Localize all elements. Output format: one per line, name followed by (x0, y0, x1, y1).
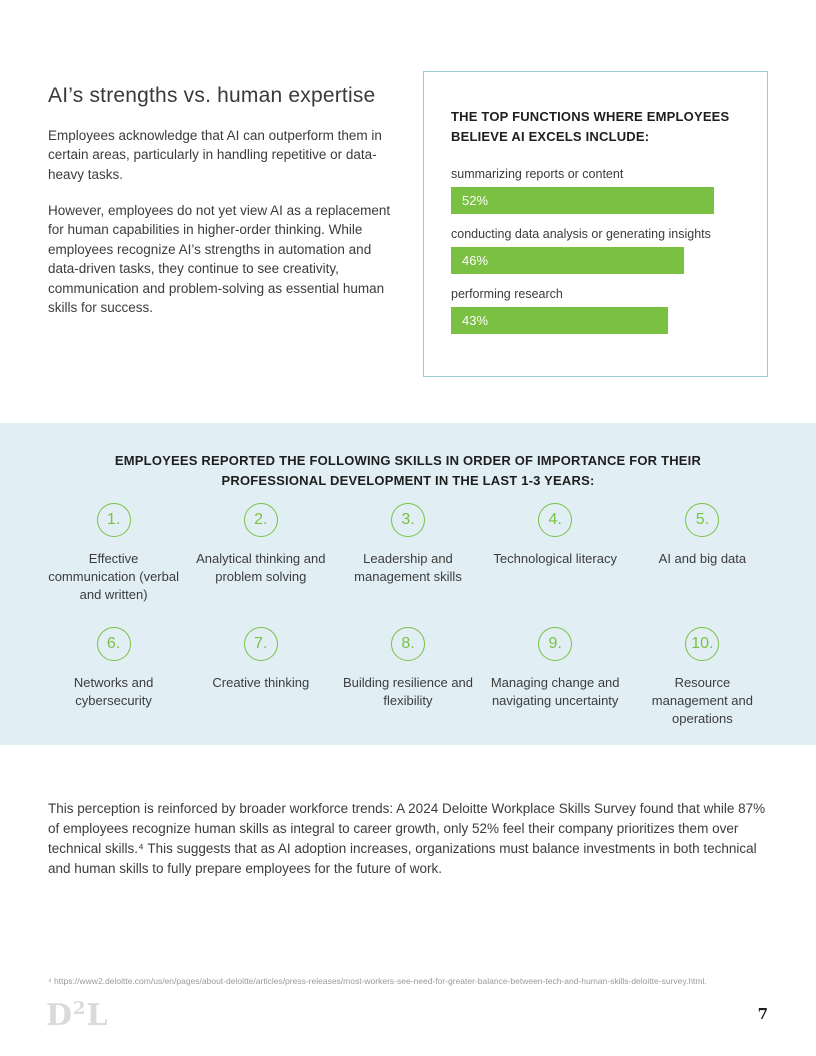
skill-number-circle: 6. (96, 626, 131, 661)
skill-label: Networks and cybersecurity (73, 674, 154, 708)
ai-excels-stat-box: THE TOP FUNCTIONS WHERE EMPLOYEES BELIEV… (423, 71, 768, 377)
page-number: 7 (757, 1005, 768, 1023)
skill-label: Building resilience and flexibility (342, 674, 474, 708)
skill-item: 1. Effective communication (verbal and wr… (40, 503, 187, 605)
skills-heading: EMPLOYEES REPORTED THE FOLLOWING SKILLS … (114, 453, 702, 488)
skill-item: 2. Analytical thinking and problem solvin… (187, 503, 334, 605)
logo-digit-2: 2 (73, 998, 87, 1019)
skill-number-circle: 1. (96, 503, 131, 537)
logo-letter-l: L (86, 998, 109, 1033)
skill-label: AI and big data (658, 551, 747, 566)
skill-item: 9. Managing change and navigating uncerta… (482, 626, 629, 729)
skill-label: Effective communication (verbal and writ… (48, 551, 179, 603)
ai-excels-bars: summarizing reports or content 52% conduct… (451, 167, 740, 335)
skill-number-circle: 5. (685, 503, 720, 537)
stat-box-title: THE TOP FUNCTIONS WHERE EMPLOYEES BELIEV… (451, 109, 730, 145)
skill-item: 8. Building resilience and flexibility (334, 626, 481, 729)
bar: 52% (451, 187, 714, 215)
skill-label: Resource management and operations (651, 674, 753, 726)
logo-letter-d: D (46, 998, 74, 1033)
bar-category-label: performing research (451, 287, 563, 302)
bar-category-label: conducting data analysis or generating i… (451, 227, 711, 242)
skill-item: 5. AI and big data (629, 503, 776, 605)
page-title: AI’s strengths vs. human expertise (48, 84, 376, 108)
intro-paragraph-1: Employees acknowledge that AI can outper… (48, 127, 382, 182)
bar-row: conducting data analysis or generating i… (451, 227, 740, 275)
bar-row: summarizing reports or content 52% (451, 167, 740, 215)
bar-value-label: 46% (462, 253, 489, 269)
skill-number-circle: 9. (538, 626, 573, 661)
skill-number-circle: 8. (390, 626, 425, 661)
skill-label: Leadership and management skills (354, 551, 462, 585)
skill-item: 6. Networks and cybersecurity (40, 626, 187, 729)
bar-row: performing research 43% (451, 287, 740, 335)
skill-number-circle: 3. (390, 503, 425, 537)
bar-value-label: 52% (462, 193, 489, 209)
intro-paragraph-2: However, employees do not yet view AI as… (48, 202, 391, 316)
skill-item: 4. Technological literacy (482, 503, 629, 605)
skills-band: EMPLOYEES REPORTED THE FOLLOWING SKILLS … (0, 423, 816, 745)
closing-paragraph: This perception is reinforced by broader… (48, 800, 766, 877)
bar: 46% (451, 247, 684, 275)
skill-number-circle: 10. (685, 626, 720, 661)
skill-number-circle: 7. (243, 626, 278, 661)
bar: 43% (451, 307, 669, 335)
skill-item: 3. Leadership and management skills (334, 503, 481, 605)
skill-item: 7. Creative thinking (187, 626, 334, 729)
skill-label: Technological literacy (493, 551, 617, 566)
skills-grid: 1. Effective communication (verbal and wr… (40, 503, 776, 728)
skill-label: Creative thinking (212, 674, 310, 690)
d2l-logo: D2L (46, 998, 109, 1033)
skill-item: 10. Resource management and operations (629, 626, 776, 729)
skill-label: Analytical thinking and problem solving (196, 551, 326, 585)
bar-category-label: summarizing reports or content (451, 167, 624, 182)
bar-value-label: 43% (462, 313, 489, 329)
skill-number-circle: 2. (243, 503, 278, 537)
footnote: ⁴ https://www2.deloitte.com/us/en/pages/… (48, 975, 707, 986)
skill-number-circle: 4. (538, 503, 573, 537)
skill-label: Managing change and navigating uncertain… (490, 674, 620, 708)
